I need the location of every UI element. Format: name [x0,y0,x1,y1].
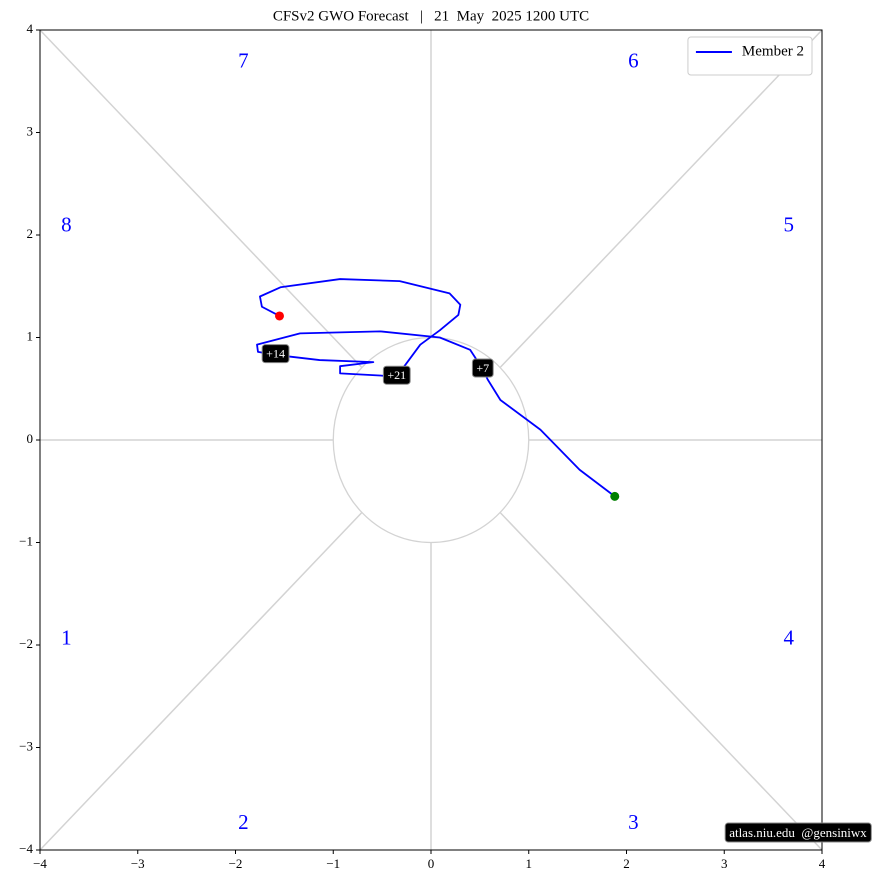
x-tick-label: 4 [819,856,826,871]
series-line [256,278,616,498]
x-tick-label: −1 [326,856,340,871]
x-tick-label: −4 [33,856,47,871]
y-tick-label: 3 [27,123,34,138]
end-point [274,311,284,321]
legend-box [687,36,813,76]
annotation: +14 [261,344,290,364]
phase-divider [39,511,363,851]
start-point [610,491,620,501]
y-tick-label: −2 [19,636,33,651]
annotation-box [261,344,290,364]
x-tick-label: 0 [428,856,435,871]
x-tick-label: −2 [229,856,243,871]
x-tick-label: 2 [623,856,630,871]
x-tick-label: −3 [131,856,145,871]
y-tick-label: −1 [19,533,33,548]
chart-title: CFSv2 GWO Forecast | 21 May 2025 1200 UT… [273,8,589,24]
phase-label: 7 [238,49,249,73]
x-tick-label: 3 [721,856,728,871]
y-tick-label: 4 [27,21,34,36]
annotation-text: +7 [476,361,489,375]
y-tick-label: 1 [27,328,34,343]
phase-label: 3 [628,810,639,834]
annotation-box [471,358,494,378]
phase-divider [499,511,823,851]
annotation-text: +21 [387,368,406,382]
phase-label: 1 [61,626,72,650]
phase-label: 8 [61,213,72,237]
legend: Member 2 [687,36,813,76]
watermark-text: atlas.niu.edu @gensiniwx [729,825,867,840]
phase-divider [499,29,823,369]
annotation: +7 [471,358,494,378]
x-tick-label: 1 [526,856,533,871]
watermark-box [724,822,872,843]
y-tick-label: 2 [27,226,34,241]
annotation-box [382,365,411,385]
annotation-text: +14 [266,347,285,361]
phase-label: 4 [784,626,795,650]
phase-label: 2 [238,810,249,834]
y-tick-label: 0 [27,431,34,446]
watermark: atlas.niu.edu @gensiniwx [724,822,872,843]
phase-label: 5 [784,213,795,237]
legend-label: Member 2 [742,43,804,59]
y-tick-label: −4 [19,841,33,856]
reference-circle [332,336,530,544]
phase-label: 6 [628,49,639,73]
y-tick-label: −3 [19,738,33,753]
annotation: +21 [382,365,411,385]
phase-divider [39,29,363,369]
